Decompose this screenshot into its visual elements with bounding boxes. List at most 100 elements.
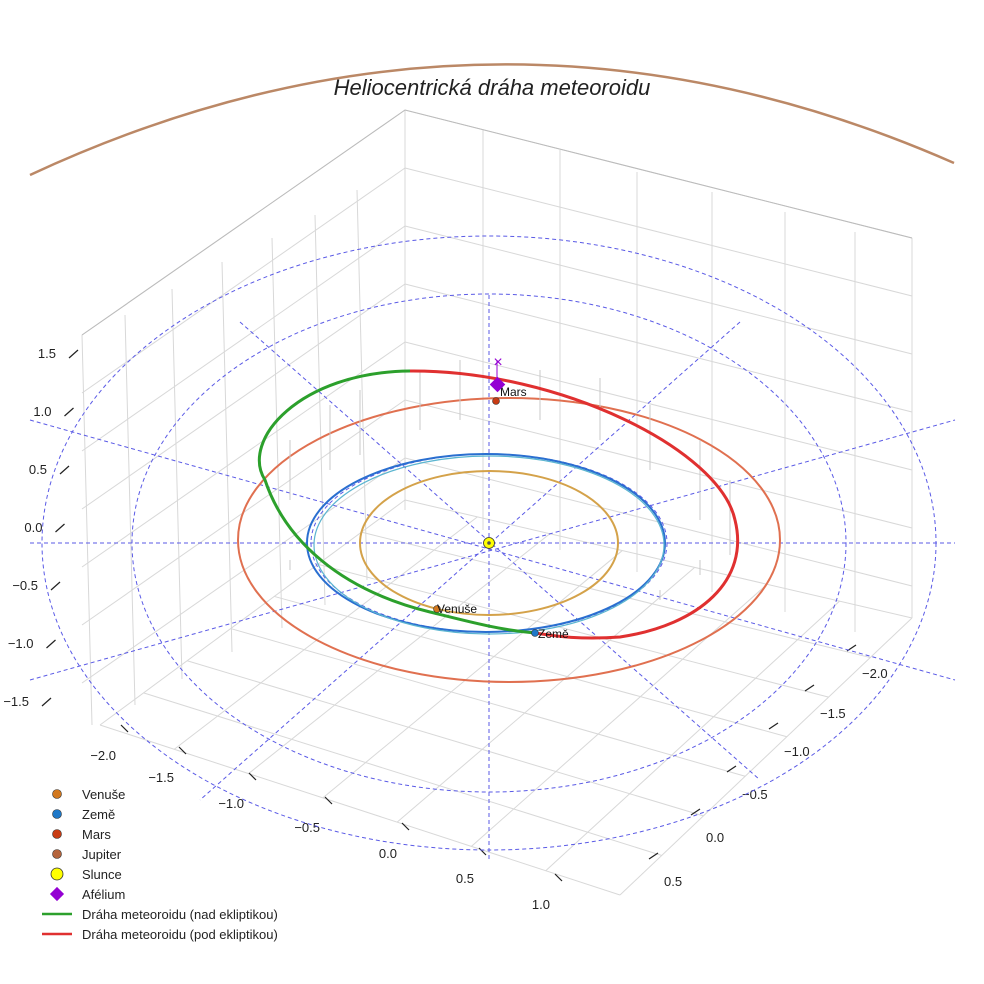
y-tick-label: −2.0: [862, 666, 888, 681]
grid-line: [274, 595, 787, 738]
grid-line: [81, 283, 406, 510]
legend-item: Mars: [40, 824, 278, 844]
ecliptic-axis: [29, 419, 956, 681]
ecliptic-axis: [29, 419, 956, 681]
box-edge: [81, 109, 913, 336]
grid-line: [230, 628, 746, 777]
z-tick-label: 1.5: [38, 346, 56, 361]
grid-line: [314, 214, 326, 606]
x-tick-label: 1.0: [532, 897, 550, 912]
legend-diamond: [49, 886, 65, 902]
legend-symbol: [50, 867, 64, 881]
z-tick: [46, 639, 56, 649]
legend-dot: [52, 809, 62, 819]
y-tick-label: −0.5: [742, 787, 768, 802]
grid-line: [221, 261, 233, 653]
legend-item: Země: [40, 804, 278, 824]
ecliptic-reference: [29, 235, 956, 860]
planet-orbits: [29, 63, 955, 683]
legend-label: Dráha meteoroidu (pod ekliptikou): [82, 926, 278, 942]
meteoroid-orbit: [258, 369, 740, 640]
grid-line: [404, 225, 913, 355]
z-tick: [59, 465, 70, 475]
grid-line: [81, 167, 406, 394]
legend-item: Jupiter: [40, 844, 278, 864]
legend-label: Země: [82, 806, 116, 822]
grid-line: [81, 225, 406, 452]
grid-line: [396, 567, 696, 823]
legend-label: Afélium: [82, 886, 126, 902]
legend-symbol: [42, 932, 72, 936]
ecliptic-axis: [239, 321, 761, 781]
jupiter-orbit: [29, 63, 955, 177]
y-tick-label: −1.5: [820, 706, 846, 721]
grid-line: [471, 583, 768, 847]
x-tick: [401, 822, 410, 831]
y-tick-label: 0.0: [706, 830, 724, 845]
grid-line: [404, 167, 913, 297]
legend-symbol: [52, 829, 62, 839]
legend-label: Venuše: [82, 786, 126, 802]
grid-line: [81, 334, 93, 726]
x-tick-label: 0.0: [379, 846, 397, 861]
grid-line: [404, 341, 913, 471]
legend-label: Mars: [82, 826, 111, 842]
x-tick-label: −2.0: [90, 748, 116, 763]
z-tick-label: −0.5: [12, 578, 38, 593]
y-tick-label: −1.0: [784, 744, 810, 759]
x-tick: [324, 796, 333, 805]
earth-orbit-fill: [313, 455, 665, 635]
z-tick-label: 0.5: [29, 462, 47, 477]
mars-marker: [492, 397, 500, 405]
venus-marker: [433, 605, 441, 613]
grid-lines: [81, 109, 913, 896]
legend-dot: [52, 849, 62, 859]
grid-line: [99, 499, 406, 726]
venus-orbit: [359, 470, 619, 616]
mars-label: Mars: [500, 385, 527, 399]
legend-item: Afélium: [40, 884, 278, 904]
z-tick-label: 0.0: [24, 520, 42, 535]
x-tick-label: 0.5: [456, 871, 474, 886]
legend-label: Slunce: [82, 866, 122, 882]
y-tick: [690, 808, 701, 816]
y-tick: [726, 765, 737, 773]
grid-line: [271, 237, 283, 629]
earth-orbit: [306, 453, 666, 633]
y-tick: [648, 852, 659, 860]
x-tick: [478, 847, 487, 856]
meteoroid-orbit-below: [409, 369, 740, 640]
legend-symbol: [52, 809, 62, 819]
grid-line: [545, 600, 840, 872]
z-tick-label: −1.0: [8, 636, 34, 651]
legend-symbol: [49, 886, 65, 902]
legend-symbol: [42, 912, 72, 916]
x-tick-label: −1.5: [148, 770, 174, 785]
legend-item: Slunce: [40, 864, 278, 884]
chart-title: Heliocentrická dráha meteoroidu: [334, 75, 651, 100]
x-tick: [248, 772, 257, 781]
z-tick: [41, 697, 52, 707]
aphelion-projection-marker: ×: [493, 354, 502, 371]
venus-label: Venuše: [437, 602, 477, 616]
legend-item: Dráha meteoroidu (nad ekliptikou): [40, 904, 278, 924]
grid-line: [99, 724, 621, 896]
grid-line: [361, 531, 871, 659]
y-tick: [768, 722, 779, 730]
bodies: Venuše Země Mars ×: [433, 354, 569, 641]
mars-orbit: [237, 397, 781, 683]
x-tick: [178, 746, 187, 755]
x-tick: [120, 724, 129, 733]
legend-dot: [52, 789, 62, 799]
legend-symbol: [52, 789, 62, 799]
grid-line: [124, 314, 136, 706]
sun-core: [487, 541, 491, 545]
legend-item: Venuše: [40, 784, 278, 804]
grid-line: [248, 533, 551, 774]
z-tick: [50, 581, 61, 591]
x-tick-label: −0.5: [294, 820, 320, 835]
legend-sun: [50, 867, 64, 881]
legend-label: Jupiter: [82, 846, 122, 862]
